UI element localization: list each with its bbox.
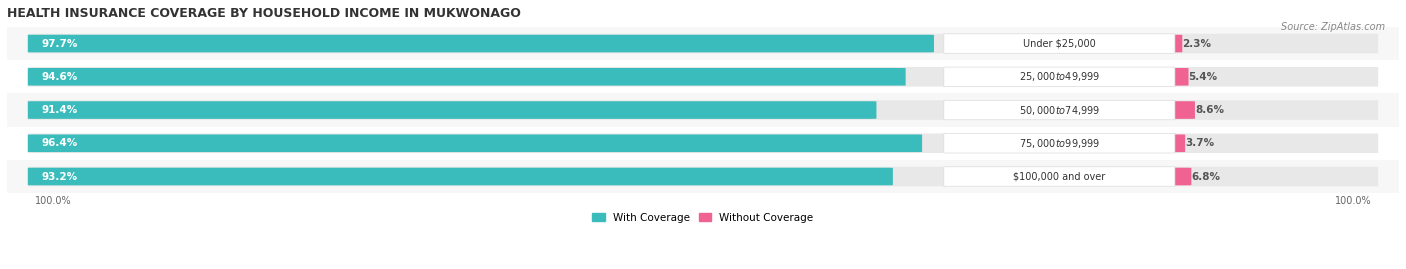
FancyBboxPatch shape bbox=[28, 67, 1378, 87]
Text: 2.3%: 2.3% bbox=[1182, 38, 1212, 49]
FancyBboxPatch shape bbox=[28, 34, 1378, 53]
Text: $75,000 to $99,999: $75,000 to $99,999 bbox=[1019, 137, 1099, 150]
FancyBboxPatch shape bbox=[28, 101, 876, 119]
Text: $25,000 to $49,999: $25,000 to $49,999 bbox=[1019, 70, 1099, 83]
Legend: With Coverage, Without Coverage: With Coverage, Without Coverage bbox=[588, 208, 818, 227]
Bar bbox=[7, 27, 1399, 60]
FancyBboxPatch shape bbox=[28, 133, 1378, 153]
FancyBboxPatch shape bbox=[1164, 35, 1182, 52]
Bar bbox=[7, 160, 1399, 193]
Text: 3.7%: 3.7% bbox=[1185, 138, 1215, 148]
FancyBboxPatch shape bbox=[943, 34, 1175, 53]
FancyBboxPatch shape bbox=[943, 133, 1175, 153]
FancyBboxPatch shape bbox=[1164, 68, 1188, 86]
Text: 100.0%: 100.0% bbox=[35, 196, 72, 206]
FancyBboxPatch shape bbox=[943, 67, 1175, 87]
Text: 8.6%: 8.6% bbox=[1195, 105, 1225, 115]
Bar bbox=[7, 60, 1399, 93]
FancyBboxPatch shape bbox=[28, 100, 1378, 120]
FancyBboxPatch shape bbox=[1164, 101, 1195, 119]
FancyBboxPatch shape bbox=[943, 100, 1175, 120]
Bar bbox=[7, 127, 1399, 160]
FancyBboxPatch shape bbox=[1164, 134, 1185, 152]
FancyBboxPatch shape bbox=[28, 168, 893, 185]
FancyBboxPatch shape bbox=[28, 68, 905, 86]
Text: 96.4%: 96.4% bbox=[42, 138, 77, 148]
Bar bbox=[7, 93, 1399, 127]
Text: 93.2%: 93.2% bbox=[42, 172, 77, 182]
Text: 5.4%: 5.4% bbox=[1188, 72, 1218, 82]
Text: 100.0%: 100.0% bbox=[1334, 196, 1371, 206]
FancyBboxPatch shape bbox=[943, 167, 1175, 186]
Text: 91.4%: 91.4% bbox=[42, 105, 77, 115]
Text: 94.6%: 94.6% bbox=[42, 72, 77, 82]
FancyBboxPatch shape bbox=[1164, 168, 1191, 185]
Text: 6.8%: 6.8% bbox=[1191, 172, 1220, 182]
Text: HEALTH INSURANCE COVERAGE BY HOUSEHOLD INCOME IN MUKWONAGO: HEALTH INSURANCE COVERAGE BY HOUSEHOLD I… bbox=[7, 7, 520, 20]
FancyBboxPatch shape bbox=[28, 134, 922, 152]
Text: $50,000 to $74,999: $50,000 to $74,999 bbox=[1019, 104, 1099, 116]
FancyBboxPatch shape bbox=[28, 167, 1378, 186]
Text: $100,000 and over: $100,000 and over bbox=[1014, 172, 1105, 182]
FancyBboxPatch shape bbox=[28, 35, 934, 52]
Text: Under $25,000: Under $25,000 bbox=[1024, 38, 1095, 49]
Text: Source: ZipAtlas.com: Source: ZipAtlas.com bbox=[1281, 22, 1385, 31]
Text: 97.7%: 97.7% bbox=[42, 38, 79, 49]
